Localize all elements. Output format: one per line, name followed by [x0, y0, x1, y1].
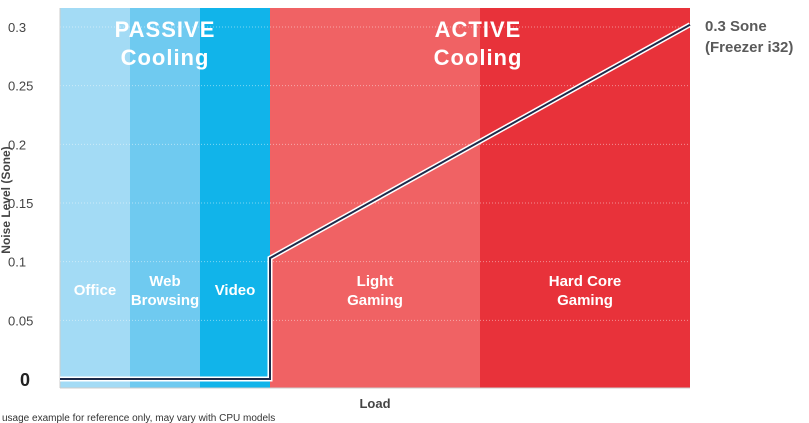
- active-title-line2: Cooling: [434, 45, 523, 70]
- zone-label-1-1: Browsing: [131, 292, 199, 309]
- zone-1: [130, 8, 200, 388]
- zone-label-2-0: Video: [215, 282, 256, 299]
- zone-4: [480, 8, 690, 388]
- active-title-line1: ACTIVE: [435, 17, 522, 42]
- zone-label-4-1: Gaming: [557, 292, 613, 309]
- load-zones: [60, 8, 690, 388]
- zone-labels: Office Web Browsing Video Light Gaming Hard Co…: [74, 273, 622, 309]
- zone-label-4-0: Hard Core: [549, 273, 622, 290]
- y-tick-5: 0.25: [8, 79, 33, 94]
- y-tick-2: 0.1: [8, 255, 26, 270]
- footnote: usage example for reference only, may va…: [2, 413, 275, 423]
- noise-series: [60, 22, 692, 382]
- series-0-line: [60, 23, 691, 380]
- y-tick-labels: 0 0.05 0.1 0.15 0.2 0.25 0.3: [8, 20, 33, 390]
- zone-2: [200, 8, 270, 388]
- cooling-mode-titles: PASSIVE Cooling ACTIVE Cooling: [115, 17, 523, 70]
- x-axis-title: Load: [359, 396, 390, 411]
- zone-label-0-0: Office: [74, 282, 117, 299]
- y-tick-1: 0.05: [8, 313, 33, 328]
- y-tick-6: 0.3: [8, 20, 26, 35]
- zone-label-1-0: Web: [149, 273, 180, 290]
- y-tick-4: 0.2: [8, 137, 26, 152]
- axes: [59, 8, 690, 389]
- zone-label-3-1: Gaming: [347, 292, 403, 309]
- zone-label-3-0: Light: [357, 273, 394, 290]
- endpoint-label-line2: (Freezer i32): [705, 39, 793, 56]
- y-tick-3: 0.15: [8, 196, 33, 211]
- passive-title-line2: Cooling: [121, 45, 210, 70]
- passive-title-line1: PASSIVE: [115, 17, 216, 42]
- y-tick-0: 0: [20, 370, 30, 390]
- gridlines: [60, 26, 690, 321]
- endpoint-label-line1: 0.3 Sone: [705, 18, 767, 35]
- zone-0: [60, 8, 130, 388]
- y-axis-title: Noise Level (Sone): [0, 146, 13, 253]
